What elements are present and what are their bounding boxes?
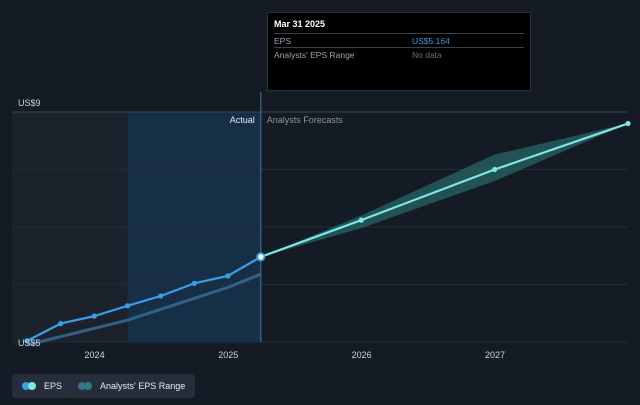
tooltip-eps-label: EPS [274, 36, 292, 46]
eps-point [191, 280, 197, 286]
eps-point [256, 252, 266, 262]
x-tick-label: 2027 [485, 350, 505, 360]
tooltip-eps-value: US$5.164 [412, 36, 450, 46]
eps-forecast-point [358, 217, 364, 223]
legend-eps-label: EPS [44, 381, 63, 391]
eps-point [124, 303, 131, 309]
eps-forecast-point [492, 166, 498, 173]
x-tick-label: 2024 [85, 350, 105, 360]
tooltip-row-range: Analysts' EPS Range No data [274, 47, 524, 62]
tooltip-range-value: No data [412, 50, 442, 60]
legend-range-label: Analysts' EPS Range [100, 381, 186, 391]
y-tick-label: US$5 [18, 338, 41, 348]
eps-point [24, 338, 30, 344]
forecast-region-label: Analysts Forecasts [267, 115, 344, 125]
actual-region-label: Actual [230, 115, 255, 125]
tooltip-date: Mar 31 2025 [274, 19, 326, 29]
eps-point [225, 273, 231, 279]
hover-tooltip: Mar 31 2025 EPS US$5.164 Analysts' EPS R… [267, 12, 531, 91]
legend-dot-2 [84, 382, 92, 390]
legend-range-button[interactable]: Analysts' EPS Range [68, 374, 196, 398]
x-tick-label: 2025 [218, 350, 238, 360]
legend-dot-1 [22, 382, 30, 390]
past-eps-range-line [26, 272, 262, 347]
eps-forecast-line [260, 122, 629, 258]
x-tick-label: 2026 [352, 350, 372, 360]
range-legend-icon [78, 382, 94, 390]
eps-point [91, 313, 97, 319]
legend-eps-button[interactable]: EPS [12, 374, 73, 398]
y-tick-label: US$9 [18, 98, 41, 108]
legend-dot-1 [78, 382, 86, 390]
eps-point [57, 321, 64, 327]
eps-line [26, 255, 262, 342]
eps-point [158, 293, 164, 299]
eps-forecast-point [625, 120, 631, 127]
eps-legend-icon [22, 382, 38, 390]
tooltip-row-eps: EPS US$5.164 [274, 33, 524, 48]
tooltip-range-label: Analysts' EPS Range [274, 50, 355, 60]
grid-lines [12, 111, 628, 343]
legend-dot-2 [28, 382, 36, 390]
